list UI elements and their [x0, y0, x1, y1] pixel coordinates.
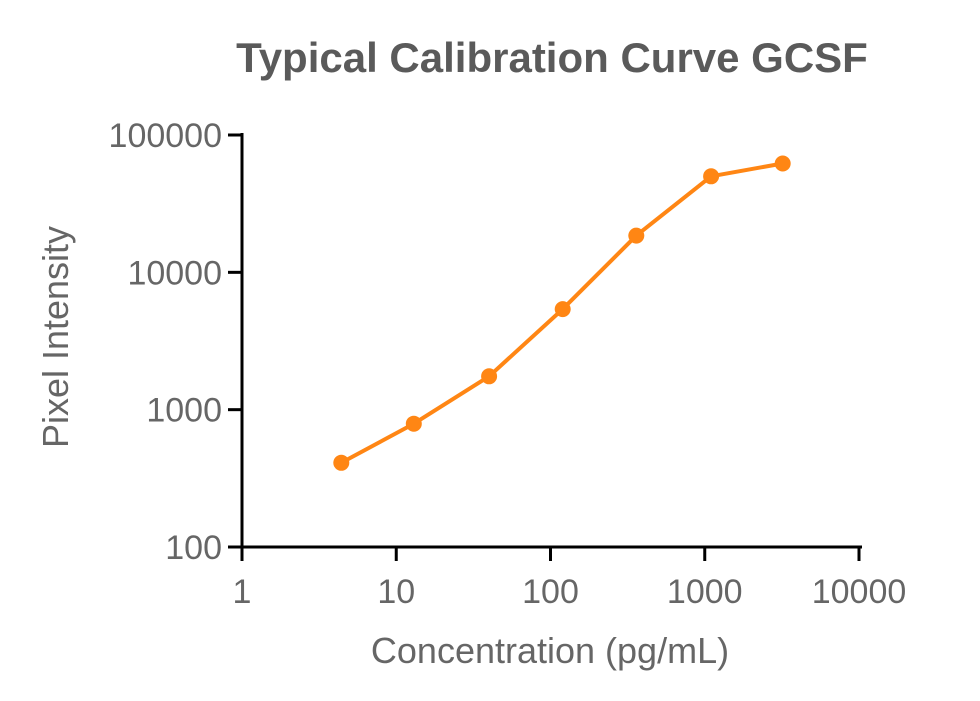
data-point	[774, 155, 791, 172]
x-tick-label: 1	[233, 573, 252, 611]
data-point	[405, 415, 422, 432]
x-axis-label: Concentration (pg/mL)	[371, 630, 729, 671]
data-point	[703, 168, 720, 185]
x-tick-label: 10	[377, 573, 415, 611]
y-tick-label: 10000	[127, 254, 222, 292]
y-ticks: 100 1000 10000 100000	[109, 117, 242, 567]
axes	[240, 133, 862, 549]
data-point	[554, 301, 571, 318]
x-tick-label: 1000	[667, 573, 743, 611]
data-point	[333, 454, 350, 471]
y-tick-label: 100	[165, 529, 222, 567]
data-point	[481, 368, 498, 385]
data-point	[628, 227, 645, 244]
plot-area	[333, 155, 791, 471]
y-tick-label: 100000	[109, 117, 222, 155]
x-ticks: 1 10 100 1000 10000	[233, 547, 907, 611]
chart-title: Typical Calibration Curve GCSF	[236, 34, 868, 81]
y-tick-label: 1000	[146, 392, 222, 430]
x-tick-label: 10000	[812, 573, 907, 611]
x-tick-label: 100	[522, 573, 579, 611]
y-axis-label: Pixel Intensity	[35, 226, 76, 448]
